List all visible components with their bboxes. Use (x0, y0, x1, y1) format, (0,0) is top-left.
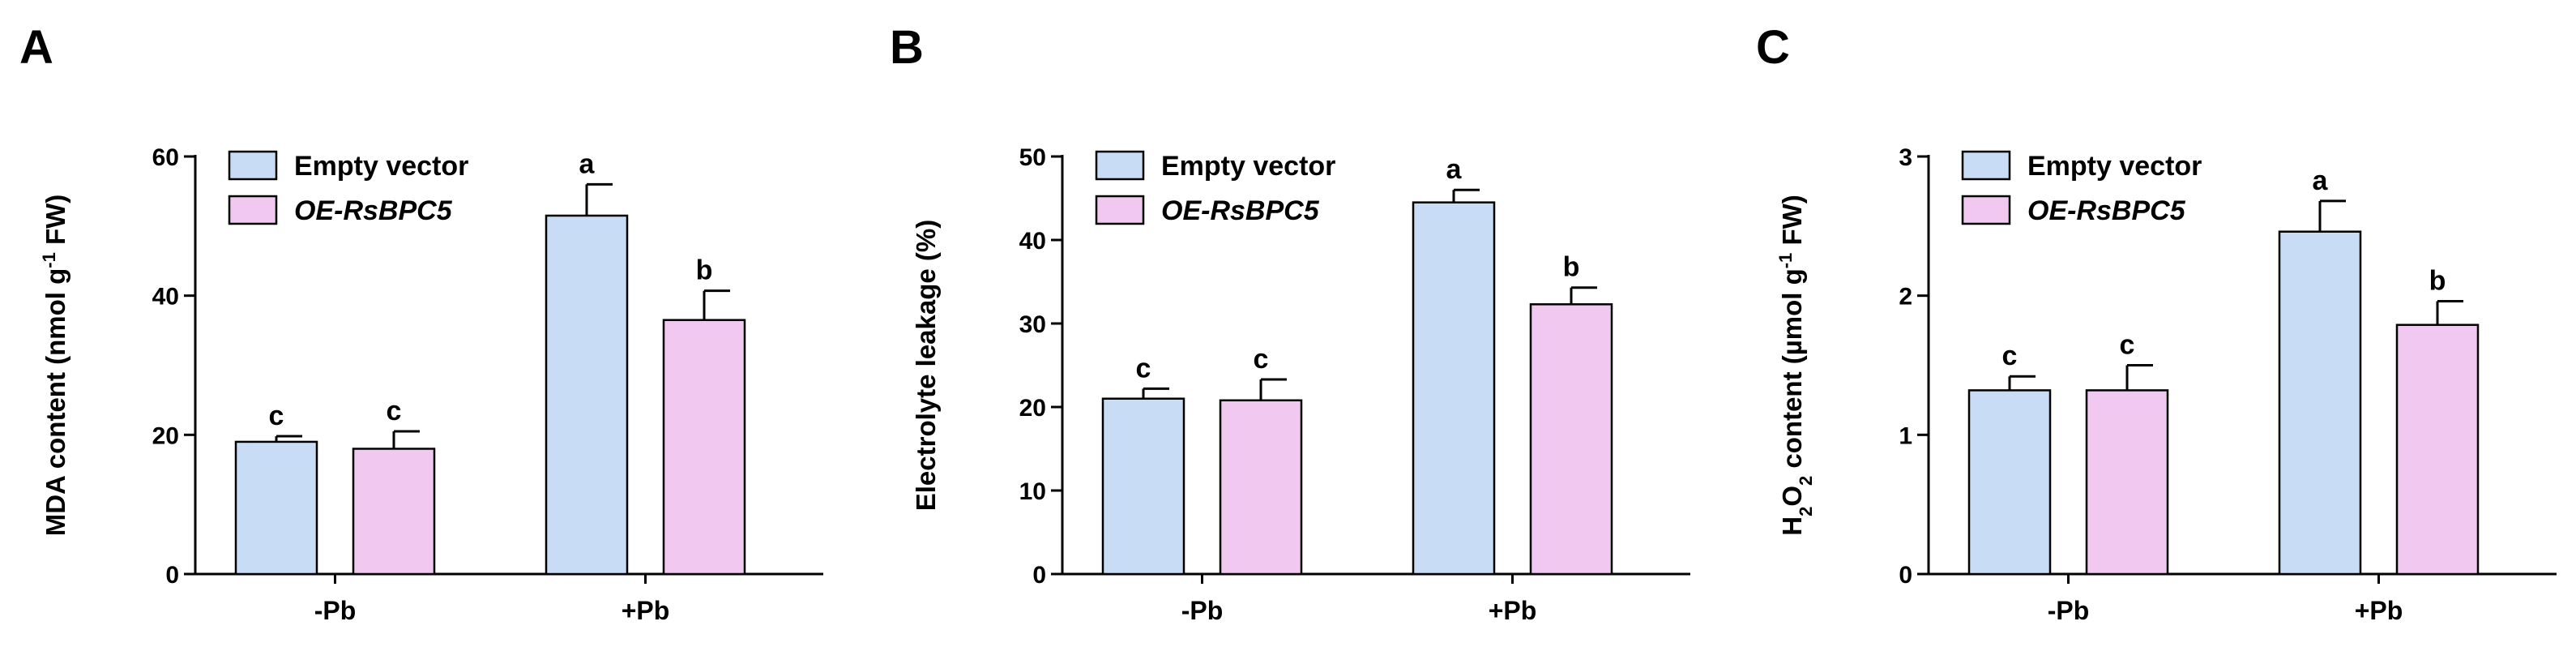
significance-letter: c (1136, 353, 1151, 383)
legend-label: Empty vector (294, 151, 468, 182)
significance-letter: b (696, 255, 713, 286)
x-tick-label: +Pb (1489, 596, 1537, 625)
x-tick-label: -Pb (1181, 596, 1224, 625)
bar (545, 214, 629, 576)
bar (2395, 324, 2480, 576)
x-tick-label: -Pb (2048, 596, 2090, 625)
bar (1412, 201, 1496, 576)
bar (352, 448, 436, 576)
y-tick-label: 3 (1899, 144, 1912, 171)
legend-swatch (1095, 195, 1145, 225)
legend-swatch (1095, 150, 1145, 181)
significance-letter: c (387, 396, 402, 426)
x-tick-label: +Pb (622, 596, 670, 625)
bar (662, 319, 746, 576)
y-axis-label: H2O2 content (µmol g-1 FW) (1775, 195, 1816, 536)
y-tick-label: 60 (152, 144, 179, 171)
y-tick-label: 0 (1899, 562, 1912, 589)
panel-letter: C (1756, 21, 1790, 74)
y-tick-label: 30 (1019, 311, 1046, 338)
legend-label: Empty vector (2027, 151, 2202, 182)
legend-label: OE-RsBPC5 (2027, 195, 2186, 226)
legend-swatch (1961, 195, 2011, 225)
bar (1101, 397, 1185, 576)
y-tick-label: 40 (152, 284, 179, 311)
significance-letter: c (2120, 330, 2135, 361)
y-tick-label: 40 (1019, 228, 1046, 255)
panel-letter: A (19, 21, 53, 74)
y-tick-label: 0 (165, 562, 179, 589)
bar (2085, 389, 2169, 576)
y-tick-label: 1 (1899, 422, 1912, 449)
y-tick-label: 50 (1019, 144, 1046, 171)
significance-letter: c (1254, 344, 1269, 375)
panel-b: B 0 10 20 30 40 50 Electrolyte leakage (%) -Pb +P… (890, 21, 1690, 625)
x-tick-label: -Pb (314, 596, 357, 625)
bar (1529, 303, 1613, 576)
significance-letter: a (1446, 154, 1463, 185)
legend-swatch (1961, 150, 2011, 181)
significance-letter: b (1563, 252, 1580, 283)
legend-label: OE-RsBPC5 (1161, 195, 1320, 226)
y-tick-label: 20 (152, 422, 179, 449)
y-tick-label: 0 (1032, 562, 1046, 589)
significance-letter: c (269, 401, 284, 431)
panel-a: A 0 20 40 60 MDA content (nmol g-1 FW) -Pb +Pb c… (19, 21, 823, 625)
bar (1219, 399, 1303, 576)
bar (1967, 389, 2052, 576)
panel-letter: B (890, 21, 924, 74)
y-tick-label: 20 (1019, 395, 1046, 422)
significance-letter: c (2002, 341, 2018, 371)
bar (2278, 230, 2362, 576)
significance-letter: b (2429, 266, 2446, 297)
y-axis-label: MDA content (nmol g-1 FW) (39, 195, 71, 537)
significance-letter: a (579, 148, 596, 179)
legend-label: Empty vector (1161, 151, 1335, 182)
bar (234, 440, 318, 576)
y-tick-label: 2 (1899, 284, 1912, 311)
panel-c: C 0 1 2 3 H2O2 content (µmol g-1 FW) -Pb +Pb c a c… (1756, 21, 2557, 625)
y-axis-label: Electrolyte leakage (%) (911, 220, 941, 512)
x-tick-label: +Pb (2355, 596, 2403, 625)
legend-swatch (228, 150, 278, 181)
legend-label: OE-RsBPC5 (294, 195, 453, 226)
legend-swatch (228, 195, 278, 225)
y-tick-label: 10 (1019, 478, 1046, 505)
significance-letter: a (2313, 165, 2329, 196)
